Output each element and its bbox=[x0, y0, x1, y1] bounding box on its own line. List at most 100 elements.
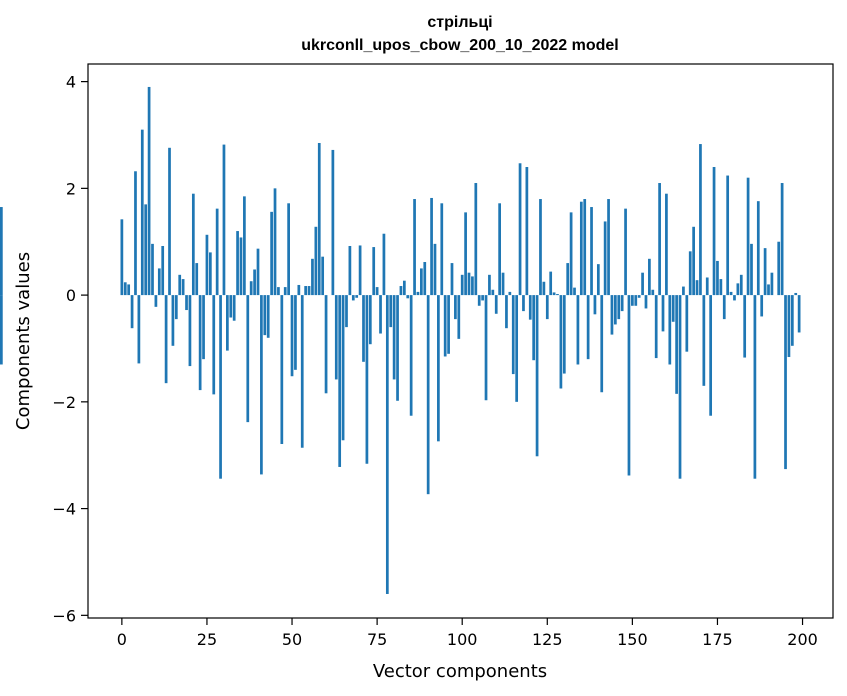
y-tick-label: 2 bbox=[66, 179, 76, 198]
bar-63 bbox=[334, 295, 338, 380]
bar-62 bbox=[331, 149, 335, 296]
y-axis-ticks: −6 −4 −2 0 2 4 bbox=[52, 73, 88, 625]
bar-26 bbox=[208, 252, 212, 296]
bar-14 bbox=[168, 147, 171, 296]
bar-76 bbox=[379, 295, 382, 334]
bar-33 bbox=[232, 295, 236, 321]
y-tick-label: −6 bbox=[52, 606, 76, 625]
bar-29 bbox=[219, 295, 222, 479]
bar-53 bbox=[300, 295, 304, 448]
bar-110 bbox=[494, 295, 498, 314]
bar-13 bbox=[164, 295, 168, 384]
bar-180 bbox=[733, 295, 736, 301]
x-tick-label: 50 bbox=[282, 630, 302, 649]
bar-41 bbox=[260, 295, 263, 475]
bar-119 bbox=[525, 167, 529, 296]
bar-158 bbox=[658, 183, 661, 296]
bar-35 bbox=[239, 237, 243, 296]
bar-171 bbox=[702, 295, 706, 386]
bar-104 bbox=[474, 183, 478, 296]
bar-8 bbox=[147, 86, 151, 296]
bar-36 bbox=[243, 196, 246, 296]
bar-157 bbox=[654, 295, 658, 359]
bar-88 bbox=[419, 268, 423, 296]
bar-25 bbox=[205, 234, 209, 296]
bar-1 bbox=[123, 282, 127, 296]
bar-111 bbox=[498, 203, 502, 296]
bar-90 bbox=[426, 295, 430, 495]
plot-frame bbox=[87, 63, 834, 619]
bar-181 bbox=[736, 283, 740, 296]
bar-55 bbox=[307, 286, 311, 296]
bar-170 bbox=[699, 144, 702, 296]
bar-30 bbox=[222, 144, 226, 296]
bar-144 bbox=[610, 295, 614, 335]
bar-68 bbox=[351, 295, 355, 301]
bar-72 bbox=[365, 295, 369, 464]
bar-163 bbox=[675, 295, 678, 394]
bar-37 bbox=[246, 295, 250, 423]
bar-9 bbox=[151, 243, 154, 296]
bar-100 bbox=[460, 274, 464, 296]
bar-194 bbox=[780, 183, 784, 296]
bar-129 bbox=[559, 295, 563, 389]
bar-143 bbox=[607, 199, 610, 296]
bar-4 bbox=[134, 171, 137, 296]
bar-42 bbox=[263, 295, 267, 336]
bar-59 bbox=[321, 256, 325, 296]
bar-83 bbox=[402, 280, 406, 296]
bar-131 bbox=[566, 263, 570, 296]
bar-51 bbox=[294, 295, 297, 370]
chart-subtitle: ukrconll_upos_cbow_200_10_2022 model bbox=[301, 37, 618, 54]
bar-60 bbox=[324, 295, 328, 394]
bar-193 bbox=[777, 241, 781, 296]
bar-168 bbox=[692, 226, 695, 296]
bar-67 bbox=[348, 245, 352, 296]
bar-32 bbox=[229, 295, 233, 318]
bar-45 bbox=[273, 188, 277, 296]
bar-103 bbox=[471, 276, 474, 296]
bar-159 bbox=[661, 295, 665, 332]
bar-52 bbox=[297, 284, 301, 296]
bar-169 bbox=[695, 280, 699, 296]
bar-23 bbox=[198, 295, 202, 391]
bar-174 bbox=[712, 167, 716, 296]
bar-184 bbox=[746, 177, 750, 296]
bar-199 bbox=[797, 295, 801, 333]
bar-175 bbox=[716, 260, 719, 296]
bar-120 bbox=[528, 295, 532, 320]
bar-188 bbox=[760, 295, 764, 317]
bar-149 bbox=[627, 295, 631, 476]
bar-97 bbox=[450, 263, 454, 296]
bar-86 bbox=[413, 199, 416, 296]
bar-190 bbox=[767, 284, 770, 296]
bar-126 bbox=[549, 271, 553, 296]
bar-46 bbox=[277, 287, 280, 296]
bar-75 bbox=[375, 287, 379, 296]
bar-172 bbox=[705, 277, 709, 296]
bar-44 bbox=[270, 211, 273, 296]
bar-139 bbox=[593, 295, 597, 315]
bar-123 bbox=[539, 199, 542, 296]
bars-group bbox=[0, 86, 801, 594]
bar-79 bbox=[389, 295, 393, 328]
bar-99 bbox=[457, 295, 461, 339]
bar-57 bbox=[314, 226, 318, 296]
bar-112 bbox=[501, 272, 505, 296]
bar-148 bbox=[624, 208, 627, 296]
bar-117 bbox=[518, 163, 522, 296]
bar-186 bbox=[753, 295, 757, 479]
x-axis-ticks: 0 25 50 75 100 125 150 175 200 bbox=[117, 618, 818, 649]
bar-106 bbox=[481, 295, 484, 301]
bar-147 bbox=[620, 295, 624, 312]
bar-28 bbox=[215, 208, 219, 296]
bar-114 bbox=[508, 291, 512, 296]
bar-142 bbox=[603, 221, 607, 296]
bar-167 bbox=[688, 251, 692, 296]
x-tick-label: 75 bbox=[367, 630, 387, 649]
bar-183 bbox=[743, 295, 747, 358]
bar-105 bbox=[477, 295, 481, 306]
bar-17 bbox=[178, 274, 182, 296]
bar-71 bbox=[362, 295, 365, 362]
